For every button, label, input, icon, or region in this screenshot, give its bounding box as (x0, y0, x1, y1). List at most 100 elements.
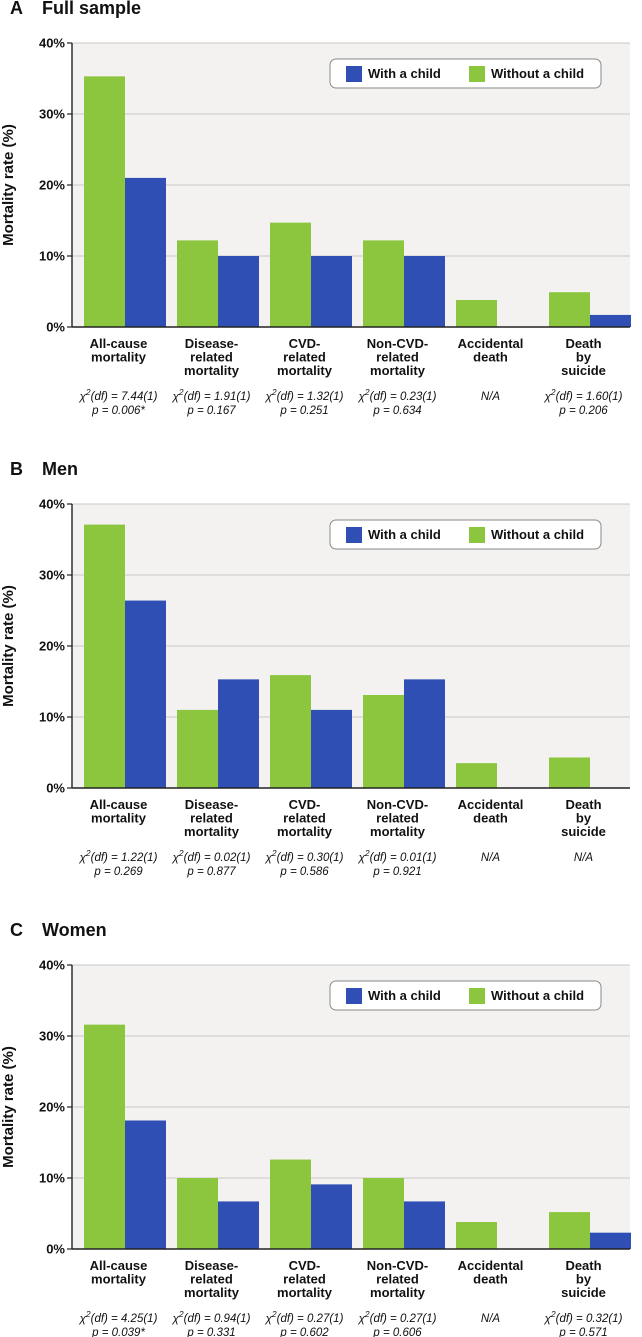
p-value: p = 0.251 (279, 405, 328, 417)
p-value: p = 0.921 (372, 866, 421, 878)
bar-without-child (84, 76, 125, 328)
bar-without-child (270, 1159, 311, 1249)
p-value: p = 0.269 (93, 866, 143, 878)
y-tick-label: 0% (46, 781, 65, 796)
bar-without-child (84, 1024, 125, 1249)
bar-with-child (125, 177, 166, 327)
category-label: All-cause (90, 336, 148, 351)
y-tick-label: 30% (39, 1029, 65, 1044)
category-label: mortality (370, 363, 426, 378)
chi-square-stat: N/A (574, 852, 594, 864)
category-label: related (376, 350, 419, 365)
legend-swatch-without-child (469, 988, 485, 1004)
p-value: p = 0.206 (558, 405, 608, 417)
category-label: mortality (277, 824, 333, 839)
category-label: mortality (184, 363, 240, 378)
bar-without-child (177, 1178, 218, 1249)
p-value: p = 0.586 (279, 866, 329, 878)
panel-letter: A (10, 0, 23, 18)
bar-without-child (549, 1212, 590, 1249)
category-label: suicide (561, 363, 606, 378)
bar-with-child (404, 679, 445, 788)
category-label: death (473, 350, 508, 365)
category-label: related (190, 350, 233, 365)
p-value: p = 0.331 (186, 1327, 235, 1337)
chi-square-stat: χ2(df) = 0.32(1) (544, 1309, 623, 1325)
bar-with-child (218, 256, 259, 327)
bar-with-child (404, 256, 445, 327)
panel-letter: C (10, 920, 23, 940)
bar-without-child (177, 240, 218, 327)
chi-square-stat: χ2(df) = 1.22(1) (79, 848, 158, 864)
category-label: related (283, 1272, 326, 1287)
y-axis-label: Mortality rate (%) (0, 1046, 17, 1168)
bar-with-child (404, 1201, 445, 1249)
bar-without-child (177, 709, 218, 788)
legend: With a child Without a child (329, 980, 602, 1011)
legend-box (329, 519, 602, 550)
category-label: mortality (277, 363, 333, 378)
bar-without-child (270, 222, 311, 327)
chi-square-stat: N/A (481, 852, 501, 864)
category-label: Accidental (458, 336, 524, 351)
category-label: Disease- (185, 797, 238, 812)
category-label: mortality (370, 1285, 426, 1300)
category-label: death (473, 1272, 508, 1287)
chi-square-stat: χ2(df) = 0.27(1) (358, 1309, 437, 1325)
p-value: p = 0.634 (372, 405, 421, 417)
category-label: Non-CVD- (367, 336, 428, 351)
category-label: CVD- (289, 1258, 321, 1273)
legend-swatch-without-child (469, 527, 485, 543)
p-value: p = 0.602 (279, 1327, 329, 1337)
category-label: Disease- (185, 1258, 238, 1273)
y-axis-label: Mortality rate (%) (0, 585, 17, 707)
category-label: mortality (370, 824, 426, 839)
category-label: related (283, 811, 326, 826)
category-label: by (576, 1272, 592, 1287)
legend-label-without-child: Without a child (491, 988, 584, 1003)
bar-without-child (363, 694, 404, 788)
p-value: p = 0.167 (186, 405, 236, 417)
chi-square-stat: N/A (481, 1313, 501, 1325)
category-label: Disease- (185, 336, 238, 351)
legend-swatch-without-child (469, 66, 485, 82)
bar-without-child (84, 524, 125, 788)
legend-box (329, 58, 602, 89)
category-label: related (190, 811, 233, 826)
y-tick-label: 40% (39, 958, 65, 973)
panel-title: Men (42, 459, 78, 479)
p-value: p = 0.006* (91, 405, 145, 417)
y-tick-label: 10% (39, 710, 65, 725)
chi-square-stat: χ2(df) = 1.60(1) (544, 387, 623, 403)
panel-a: A Full sample 0% 10% 20% 30% 40% Mortality rate… (0, 0, 631, 417)
bar-without-child (456, 763, 497, 788)
category-label: Death (565, 1258, 601, 1273)
chi-square-stat: χ2(df) = 0.30(1) (265, 848, 344, 864)
p-value: p = 0.877 (186, 866, 236, 878)
y-tick-label: 30% (39, 568, 65, 583)
y-tick-label: 40% (39, 497, 65, 512)
category-label: Death (565, 797, 601, 812)
bar-with-child (311, 1184, 352, 1249)
category-label: All-cause (90, 1258, 148, 1273)
category-label: mortality (91, 811, 147, 826)
p-value: p = 0.571 (558, 1327, 607, 1337)
legend-label-with-child: With a child (368, 988, 441, 1003)
y-tick-label: 40% (39, 36, 65, 51)
y-tick-label: 20% (39, 1100, 65, 1115)
chi-square-stat: χ2(df) = 0.02(1) (172, 848, 251, 864)
y-tick-label: 30% (39, 107, 65, 122)
bar-with-child (125, 600, 166, 788)
bar-with-child (218, 679, 259, 788)
legend: With a child Without a child (329, 519, 602, 550)
chi-square-stat: χ2(df) = 4.25(1) (79, 1309, 158, 1325)
category-label: related (190, 1272, 233, 1287)
chi-square-stat: χ2(df) = 0.94(1) (172, 1309, 251, 1325)
y-axis-label: Mortality rate (%) (0, 124, 17, 246)
category-label: mortality (184, 824, 240, 839)
legend-swatch-with-child (346, 988, 362, 1004)
category-label: suicide (561, 1285, 606, 1300)
category-label: related (376, 811, 419, 826)
chi-square-stat: χ2(df) = 0.23(1) (358, 387, 437, 403)
